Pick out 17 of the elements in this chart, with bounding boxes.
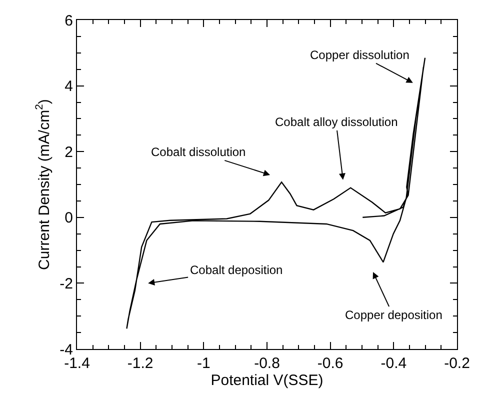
annotation: Cobalt alloy dissolution <box>275 115 398 129</box>
annotation: Copper dissolution <box>310 48 410 62</box>
x-tick-label: -0.4 <box>380 355 407 372</box>
y-tick-label: 6 <box>64 12 73 30</box>
annotation: Cobalt deposition <box>190 263 283 277</box>
x-tick-label: -0.2 <box>444 355 470 372</box>
y-tick-label: 2 <box>64 144 73 161</box>
y-tick-label: 4 <box>64 78 73 96</box>
x-axis-title: Potential V(SSE) <box>210 372 324 389</box>
annotation: Copper deposition <box>345 308 442 322</box>
y-tick-label: 0 <box>64 210 73 227</box>
x-tick-label: -0.6 <box>317 355 344 372</box>
x-tick-label: -1 <box>197 355 210 372</box>
y-tick-label: -2 <box>60 275 73 292</box>
x-tick-label: -0.8 <box>254 355 280 372</box>
annotation: Cobalt dissolution <box>151 145 246 159</box>
x-tick-label: -1.2 <box>127 355 154 372</box>
